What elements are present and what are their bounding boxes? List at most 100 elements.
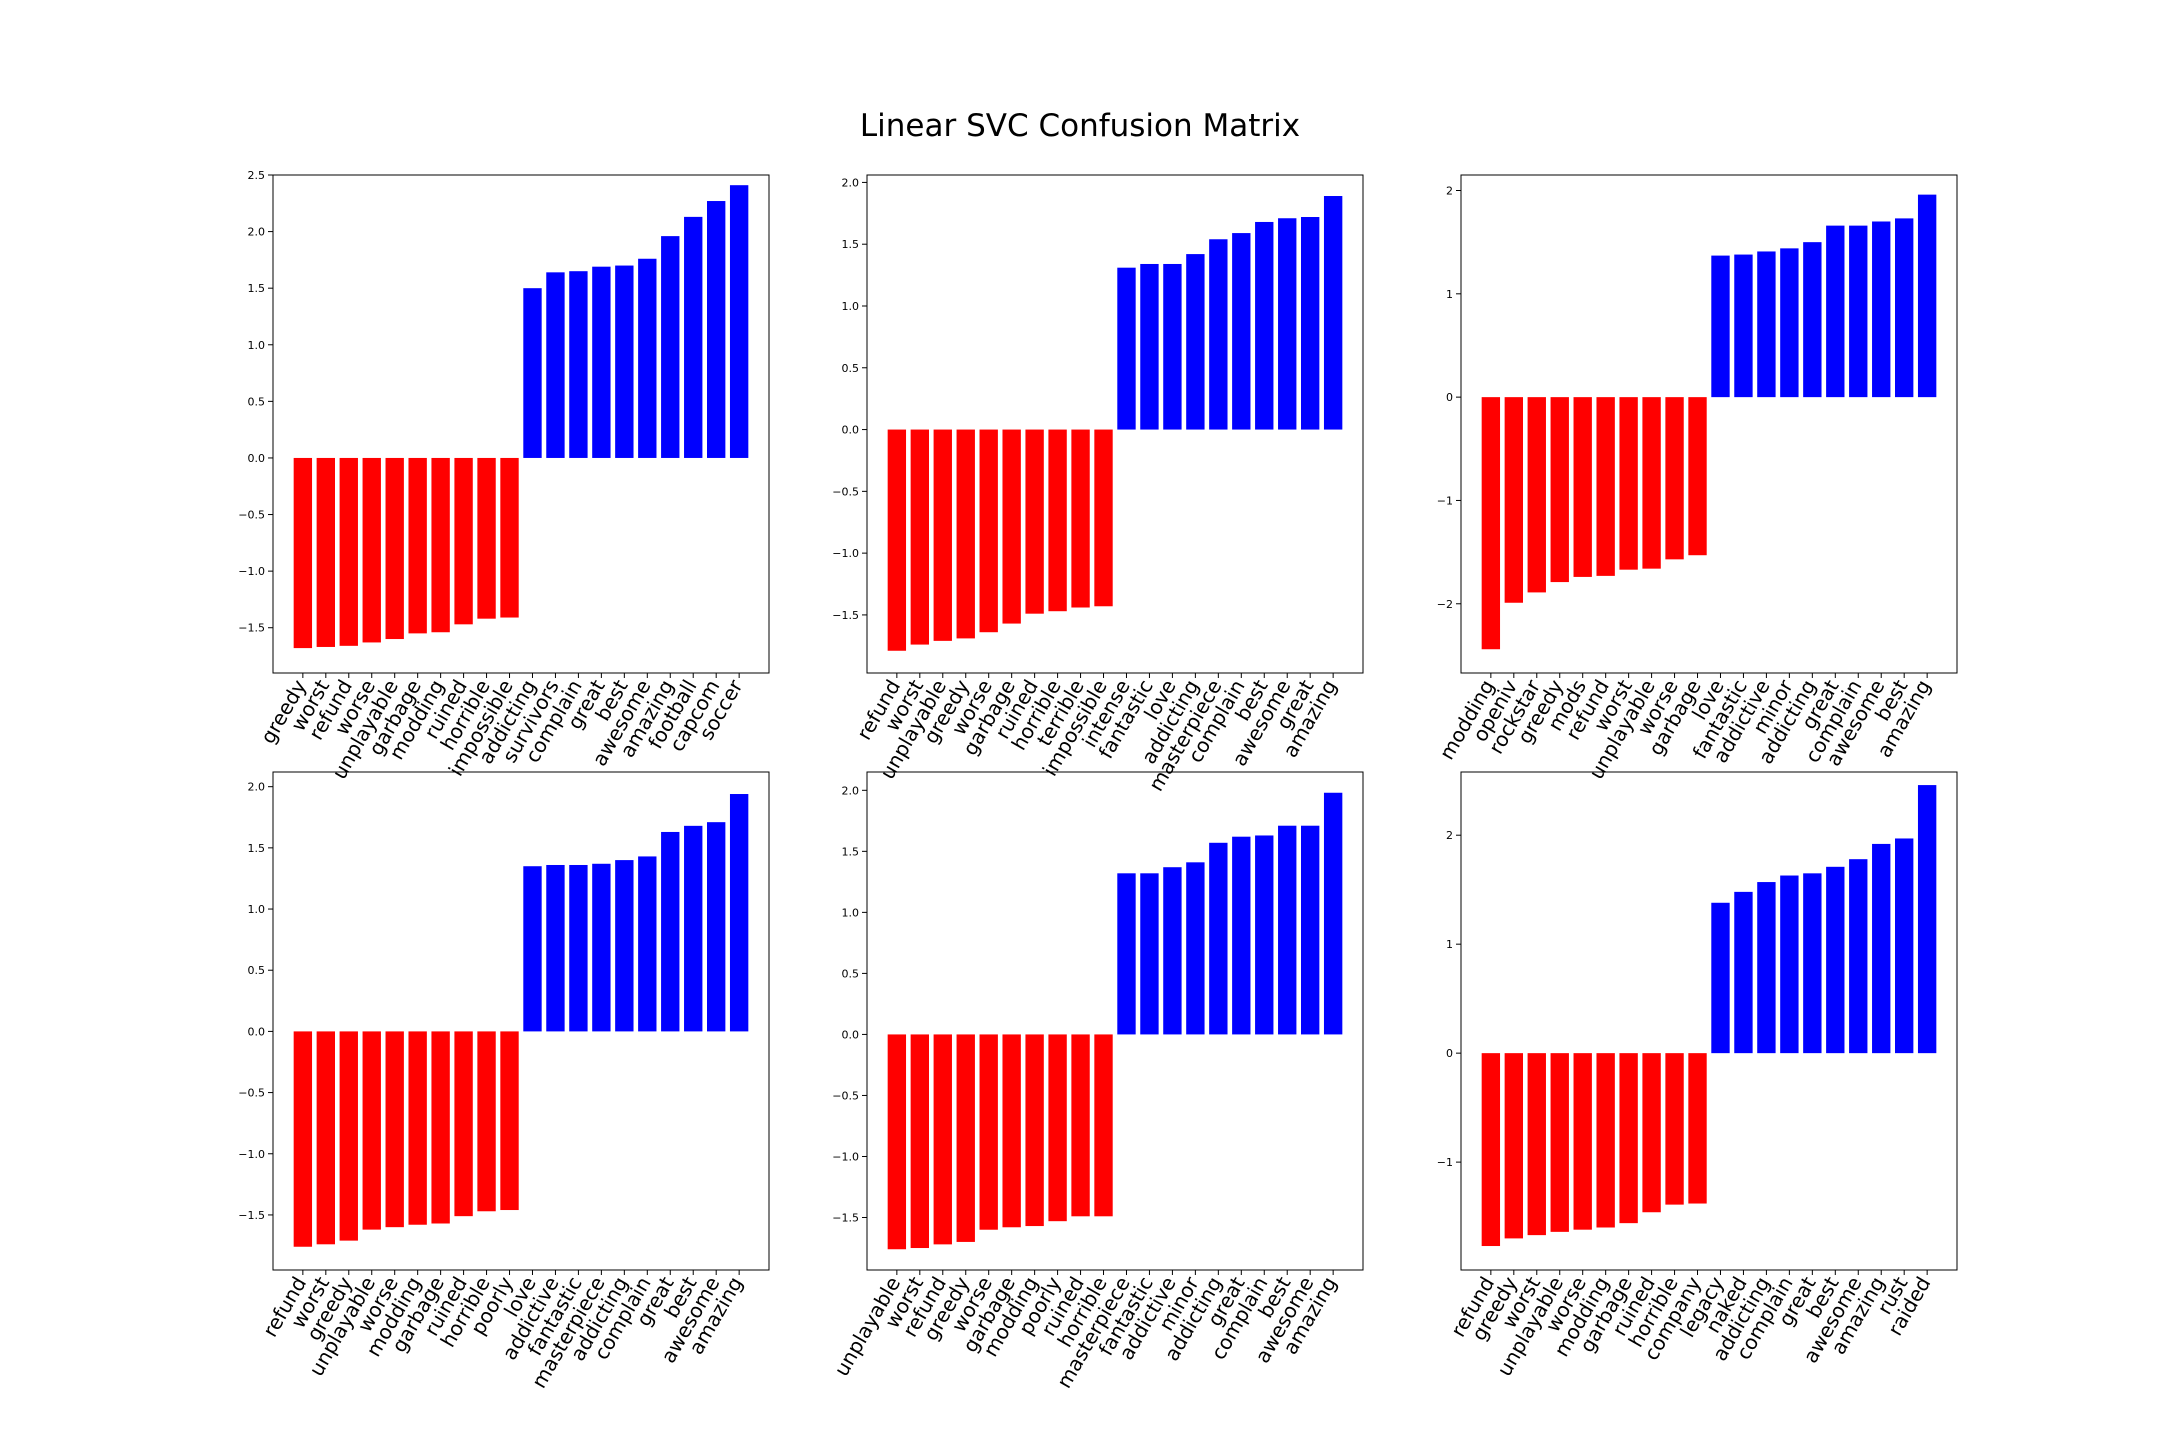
bar-love	[523, 866, 542, 1032]
bar-greedy	[293, 457, 313, 649]
bar-mods	[1573, 397, 1592, 577]
bar-complain	[1232, 233, 1251, 430]
bar-worse	[385, 1031, 404, 1228]
bar-addicting	[1757, 882, 1776, 1054]
y-tick-label: 0.0	[248, 452, 266, 465]
y-tick-label: −1.0	[238, 565, 265, 578]
y-tick-label: −0.5	[238, 509, 265, 522]
bar-terrible	[1071, 429, 1090, 608]
bar-awesome	[1849, 859, 1868, 1054]
y-tick-label: 0.5	[248, 964, 266, 977]
bar-fantastic	[1140, 873, 1159, 1035]
bar-ruined	[454, 1031, 473, 1217]
bar-great	[1826, 225, 1845, 398]
bar-addictive	[1163, 867, 1182, 1035]
y-tick-label: 1.5	[842, 238, 860, 251]
bar-great	[592, 266, 611, 458]
bar-horrible	[1094, 1034, 1113, 1217]
bar-complain	[1849, 225, 1868, 398]
bar-worst	[1619, 397, 1638, 570]
bar-naked	[1734, 891, 1753, 1054]
bar-worst	[910, 1034, 929, 1249]
bar-greedy	[1550, 397, 1569, 583]
chart-panel-5: −1.5−1.0−0.50.00.51.01.52.0unplayablewor…	[829, 771, 1364, 1392]
bar-best	[684, 825, 703, 1032]
bar-raided	[1917, 785, 1937, 1054]
bar-football	[684, 216, 703, 458]
bar-company	[1688, 1053, 1707, 1204]
bar-capcom	[707, 201, 726, 458]
y-tick-label: 1	[1446, 938, 1453, 951]
figure-title: Linear SVC Confusion Matrix	[859, 108, 1301, 144]
bar-openiv	[1504, 397, 1523, 603]
bar-garbage	[431, 1031, 450, 1224]
y-tick-label: 1.0	[842, 300, 860, 313]
y-tick-label: −0.5	[832, 485, 859, 498]
bar-best	[1278, 825, 1297, 1035]
bar-poorly	[500, 1031, 519, 1211]
bar-addictive	[1757, 251, 1776, 398]
bar-legacy	[1711, 902, 1730, 1054]
y-tick-label: 0.5	[842, 967, 860, 980]
y-tick-label: 0	[1446, 391, 1453, 404]
bar-great	[1301, 217, 1320, 430]
bar-garbage	[1002, 429, 1021, 624]
bar-garbage	[1002, 1034, 1021, 1228]
bar-greedy	[339, 1031, 358, 1241]
plot-frame	[1460, 174, 1958, 674]
bar-complain	[1255, 835, 1274, 1035]
y-tick-label: 1.5	[248, 842, 266, 855]
bar-worse	[1665, 397, 1684, 560]
y-tick-label: 2	[1446, 184, 1453, 197]
bar-fantastic	[1140, 263, 1159, 430]
bar-great	[661, 831, 680, 1032]
bar-best	[1895, 218, 1914, 398]
y-tick-label: 2.0	[842, 784, 860, 797]
bar-worse	[1573, 1053, 1592, 1230]
bar-love	[1163, 263, 1182, 430]
bar-amazing	[1323, 792, 1343, 1035]
bar-amazing	[729, 794, 749, 1032]
bar-love	[1711, 255, 1730, 398]
y-tick-label: 0.5	[842, 362, 860, 375]
chart-panel-1: −1.5−1.0−0.50.00.51.01.52.02.5greedywors…	[238, 169, 770, 783]
y-tick-label: −0.5	[832, 1089, 859, 1102]
y-tick-label: −2	[1437, 598, 1453, 611]
y-tick-label: −1	[1437, 494, 1453, 507]
y-tick-label: −1.0	[832, 547, 859, 560]
bar-unplayable	[887, 1034, 907, 1250]
bar-amazing	[661, 236, 680, 458]
chart-panel-4: −1.5−1.0−0.50.00.51.01.52.0refundworstgr…	[238, 771, 770, 1392]
bar-ruined	[1642, 1053, 1661, 1213]
bar-garbage	[1619, 1053, 1638, 1224]
chart-panel-2: −1.5−1.0−0.50.00.51.01.52.0refundworstun…	[832, 174, 1364, 795]
bar-worst	[910, 429, 929, 645]
y-tick-label: −1.0	[238, 1148, 265, 1161]
y-tick-label: 0.5	[248, 395, 266, 408]
plot-frame	[272, 174, 770, 674]
bar-ruined	[1025, 429, 1044, 614]
plot-frame	[866, 174, 1364, 674]
y-tick-label: −1.0	[832, 1150, 859, 1163]
y-tick-label: 0.0	[248, 1025, 266, 1038]
bar-addicting	[1803, 242, 1822, 398]
bar-unplayable	[1550, 1053, 1569, 1232]
bar-modding	[1481, 397, 1501, 650]
bar-greedy	[1504, 1053, 1523, 1239]
y-tick-label: 2.0	[248, 226, 266, 239]
bar-awesome	[1301, 825, 1320, 1035]
bar-horrible	[1665, 1053, 1684, 1205]
bar-refund	[1481, 1053, 1501, 1247]
bar-refund	[1596, 397, 1615, 576]
y-tick-label: 1.0	[248, 339, 266, 352]
plot-frame	[1460, 771, 1958, 1271]
y-tick-label: 1.0	[842, 906, 860, 919]
bar-impossible	[500, 457, 519, 618]
bar-awesome	[638, 258, 657, 458]
y-tick-label: 1.5	[248, 282, 266, 295]
bar-addicting	[1209, 842, 1228, 1035]
bar-addictive	[546, 864, 565, 1032]
bar-complain	[1780, 875, 1799, 1054]
bar-addicting	[1186, 254, 1205, 430]
bar-awesome	[1278, 218, 1297, 430]
